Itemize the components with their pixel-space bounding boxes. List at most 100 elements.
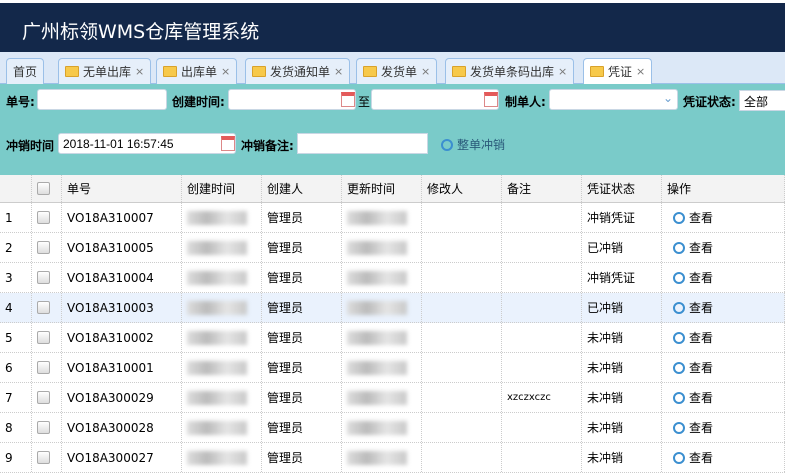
select-all-cell[interactable] bbox=[32, 175, 62, 202]
table-row[interactable]: 9 VO18A300027 管理员 未冲销 查看 bbox=[0, 443, 785, 473]
table-row[interactable]: 4 VO18A310003 管理员 已冲销 查看 bbox=[0, 293, 785, 323]
action-cell[interactable]: 查看 bbox=[662, 413, 785, 442]
view-button[interactable]: 查看 bbox=[667, 359, 713, 376]
reverse-all-button[interactable]: 整单冲销 bbox=[441, 136, 505, 153]
column-header[interactable]: 修改人 bbox=[422, 175, 502, 202]
checkbox-cell[interactable] bbox=[32, 263, 62, 292]
row-number: 8 bbox=[0, 413, 32, 442]
table-row[interactable]: 6 VO18A310001 管理员 未冲销 查看 bbox=[0, 353, 785, 383]
checkbox-cell[interactable] bbox=[32, 323, 62, 352]
calendar-icon[interactable] bbox=[484, 92, 498, 107]
view-button[interactable]: 查看 bbox=[667, 299, 713, 316]
checkbox-cell[interactable] bbox=[32, 233, 62, 262]
view-button[interactable]: 查看 bbox=[667, 269, 713, 286]
reverse-note-input[interactable] bbox=[297, 133, 428, 154]
action-cell[interactable]: 查看 bbox=[662, 353, 785, 382]
table-row[interactable]: 2 VO18A310005 管理员 已冲销 查看 bbox=[0, 233, 785, 263]
close-icon[interactable]: × bbox=[421, 65, 431, 78]
action-cell[interactable]: 查看 bbox=[662, 203, 785, 232]
table-row[interactable]: 5 VO18A310002 管理员 未冲销 查看 bbox=[0, 323, 785, 353]
view-button[interactable]: 查看 bbox=[667, 329, 713, 346]
row-checkbox[interactable] bbox=[37, 241, 50, 254]
action-cell[interactable]: 查看 bbox=[662, 233, 785, 262]
checkbox-cell[interactable] bbox=[32, 353, 62, 382]
close-icon[interactable]: × bbox=[636, 65, 646, 78]
row-number: 5 bbox=[0, 323, 32, 352]
column-header[interactable]: 备注 bbox=[502, 175, 582, 202]
order-no-cell: VO18A300028 bbox=[62, 413, 182, 442]
order-no-input[interactable] bbox=[37, 89, 167, 110]
creator-cell: 管理员 bbox=[262, 353, 342, 382]
column-header[interactable]: 操作 bbox=[662, 175, 785, 202]
close-icon[interactable]: × bbox=[558, 65, 568, 78]
folder-icon bbox=[65, 66, 79, 77]
row-checkbox[interactable] bbox=[37, 421, 50, 434]
creator-cell: 管理员 bbox=[262, 293, 342, 322]
updated-time-cell bbox=[342, 353, 422, 382]
creator-select[interactable]: ⌄ bbox=[549, 89, 678, 110]
tab-1[interactable]: 无单出库 × bbox=[58, 58, 152, 84]
created-to-input[interactable] bbox=[371, 89, 499, 110]
column-header[interactable]: 更新时间 bbox=[342, 175, 422, 202]
table-header: 单号 创建时间 创建人 更新时间 修改人 备注 凭证状态 操作 bbox=[0, 175, 785, 203]
row-checkbox[interactable] bbox=[37, 451, 50, 464]
action-cell[interactable]: 查看 bbox=[662, 383, 785, 412]
checkbox-cell[interactable] bbox=[32, 413, 62, 442]
table-row[interactable]: 8 VO18A300028 管理员 未冲销 查看 bbox=[0, 413, 785, 443]
note-cell bbox=[502, 413, 582, 442]
tab-6[interactable]: 凭证 × bbox=[583, 58, 653, 84]
column-header[interactable]: 凭证状态 bbox=[582, 175, 662, 202]
tab-0[interactable]: 首页 bbox=[6, 58, 45, 84]
view-button[interactable]: 查看 bbox=[667, 239, 713, 256]
close-icon[interactable]: × bbox=[334, 65, 344, 78]
created-from-input[interactable] bbox=[228, 89, 356, 110]
select-all-checkbox[interactable] bbox=[37, 182, 50, 195]
status-cell: 未冲销 bbox=[582, 443, 662, 472]
calendar-icon[interactable] bbox=[221, 136, 235, 151]
order-no-cell: VO18A310003 bbox=[62, 293, 182, 322]
checkbox-cell[interactable] bbox=[32, 383, 62, 412]
view-button[interactable]: 查看 bbox=[667, 419, 713, 436]
checkbox-cell[interactable] bbox=[32, 293, 62, 322]
created-time-cell bbox=[182, 413, 262, 442]
order-no-cell: VO18A300029 bbox=[62, 383, 182, 412]
updated-time-cell bbox=[342, 203, 422, 232]
row-checkbox[interactable] bbox=[37, 211, 50, 224]
note-cell: xzczxczc bbox=[502, 383, 582, 412]
modifier-cell bbox=[422, 443, 502, 472]
modifier-cell bbox=[422, 293, 502, 322]
table-row[interactable]: 1 VO18A310007 管理员 冲销凭证 查看 bbox=[0, 203, 785, 233]
column-header[interactable]: 单号 bbox=[62, 175, 182, 202]
action-cell[interactable]: 查看 bbox=[662, 263, 785, 292]
row-checkbox[interactable] bbox=[37, 271, 50, 284]
close-icon[interactable]: × bbox=[221, 65, 231, 78]
checkbox-cell[interactable] bbox=[32, 443, 62, 472]
row-checkbox[interactable] bbox=[37, 361, 50, 374]
column-header[interactable]: 创建人 bbox=[262, 175, 342, 202]
table-row[interactable]: 3 VO18A310004 管理员 冲销凭证 查看 bbox=[0, 263, 785, 293]
action-cell[interactable]: 查看 bbox=[662, 443, 785, 472]
updated-time-cell bbox=[342, 293, 422, 322]
tab-4[interactable]: 发货单 × bbox=[356, 58, 438, 84]
reverse-time-input[interactable] bbox=[58, 133, 236, 154]
view-button[interactable]: 查看 bbox=[667, 389, 713, 406]
table-row[interactable]: 7 VO18A300029 管理员 xzczxczc 未冲销 查看 bbox=[0, 383, 785, 413]
tab-5[interactable]: 发货单条码出库 × bbox=[445, 58, 575, 84]
checkbox-cell[interactable] bbox=[32, 203, 62, 232]
folder-icon bbox=[363, 66, 377, 77]
view-button[interactable]: 查看 bbox=[667, 449, 713, 466]
status-cell: 未冲销 bbox=[582, 383, 662, 412]
row-checkbox[interactable] bbox=[37, 391, 50, 404]
action-cell[interactable]: 查看 bbox=[662, 323, 785, 352]
note-cell bbox=[502, 233, 582, 262]
close-icon[interactable]: × bbox=[135, 65, 145, 78]
status-select[interactable]: 全部 bbox=[739, 90, 785, 111]
view-button[interactable]: 查看 bbox=[667, 209, 713, 226]
tab-2[interactable]: 出库单 × bbox=[156, 58, 238, 84]
calendar-icon[interactable] bbox=[341, 92, 355, 107]
row-checkbox[interactable] bbox=[37, 301, 50, 314]
row-checkbox[interactable] bbox=[37, 331, 50, 344]
action-cell[interactable]: 查看 bbox=[662, 293, 785, 322]
column-header[interactable]: 创建时间 bbox=[182, 175, 262, 202]
tab-3[interactable]: 发货通知单 × bbox=[245, 58, 351, 84]
